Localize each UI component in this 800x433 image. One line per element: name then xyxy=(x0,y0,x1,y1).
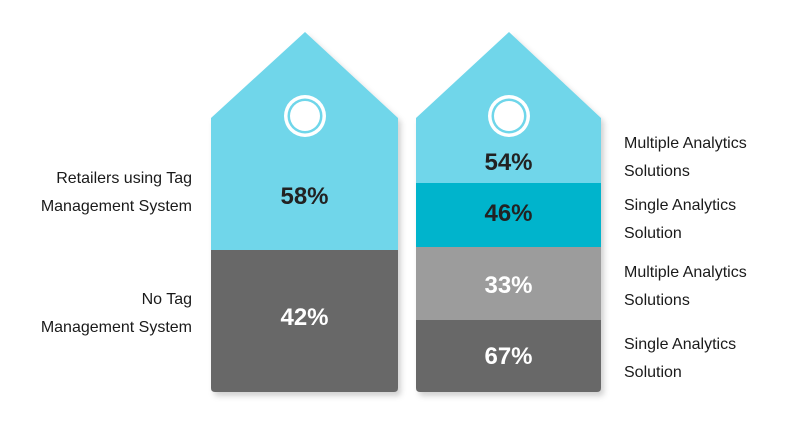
right-tag-seg3-value: 33% xyxy=(484,272,533,299)
right-seg3-label-line2: Solutions xyxy=(624,292,690,309)
left-bottom-label: No Tag Management System xyxy=(41,286,192,342)
left-top-label-line1: Retailers using Tag xyxy=(56,170,192,187)
left-tag-top-value: 58% xyxy=(280,183,329,210)
right-tag-seg2-value: 46% xyxy=(484,200,533,227)
left-bottom-label-line2: Management System xyxy=(40,319,192,336)
right-seg3-label-line1: Multiple Analytics xyxy=(624,264,747,281)
right-seg1-label-line1: Multiple Analytics xyxy=(624,135,747,152)
right-tag-segment-2 xyxy=(416,183,601,247)
left-tag-bottom-value: 42% xyxy=(280,304,329,331)
left-top-label: Retailers using Tag Management System xyxy=(41,165,192,221)
right-seg3-label: Multiple Analytics Solutions xyxy=(624,259,747,315)
right-tag-segment-4 xyxy=(416,320,601,392)
right-tag-seg4-value: 67% xyxy=(484,343,533,370)
right-tag-segment-3 xyxy=(416,247,601,320)
right-seg2-label-line2: Solution xyxy=(624,225,682,242)
right-seg4-label: Single Analytics Solution xyxy=(624,331,736,387)
left-tag-bottom-segment xyxy=(211,250,398,392)
right-seg2-label-line1: Single Analytics xyxy=(624,197,737,214)
right-tag-seg1-value: 54% xyxy=(484,149,533,176)
right-seg4-label-line1: Single Analytics xyxy=(624,336,737,353)
left-top-label-line2: Management System xyxy=(40,198,192,215)
left-tag-hole-icon xyxy=(284,95,326,137)
right-tag-hole-icon xyxy=(488,95,530,137)
right-seg4-label-line2: Solution xyxy=(624,364,682,381)
right-seg2-label: Single Analytics Solution xyxy=(624,192,736,248)
right-seg1-label: Multiple Analytics Solutions xyxy=(624,130,747,186)
left-tag xyxy=(211,32,398,392)
left-tag-top-segment xyxy=(211,32,398,250)
left-bottom-label-line1: No Tag xyxy=(141,291,192,308)
right-seg1-label-line2: Solutions xyxy=(624,163,690,180)
